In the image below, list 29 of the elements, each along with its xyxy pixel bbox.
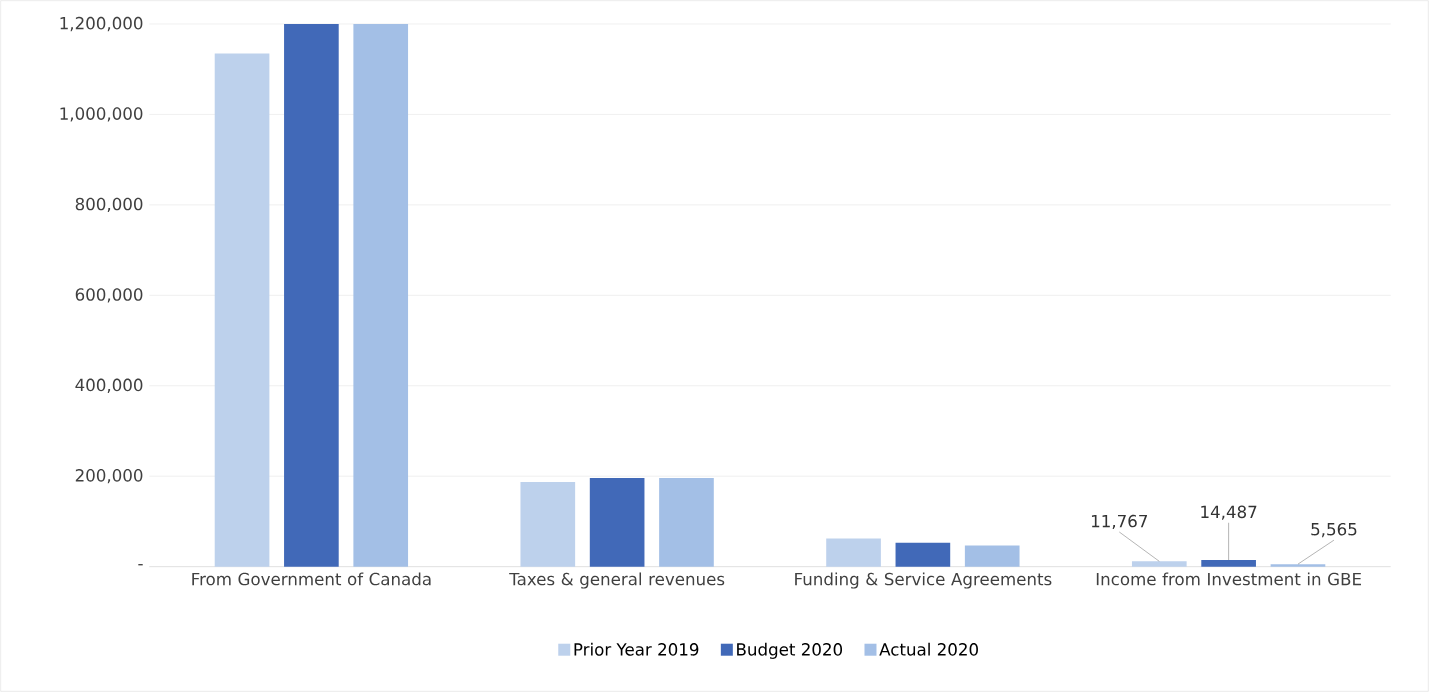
legend-label: Prior Year 2019 [574,642,699,656]
data-label: 11,767 [1091,514,1148,530]
x-tick-label: Income from Investment in GBE [1096,572,1361,586]
y-tick-label: 1,000,000 [60,107,143,122]
bar [520,482,576,567]
x-tick-label: From Government of Canada [192,572,431,586]
bar [589,478,645,567]
y-tick-label: 200,000 [75,469,143,484]
bar [659,478,714,567]
legend-label: Budget 2020 [737,642,843,659]
y-tick-label: - [138,564,143,566]
bar [964,545,1020,567]
x-tick-label: Taxes & general revenues [509,572,725,589]
y-tick-label: 800,000 [75,197,143,213]
bar [895,542,951,567]
data-label: 5,565 [1311,522,1357,538]
bar [214,53,270,567]
bar [284,23,339,567]
y-tick-label: 600,000 [75,288,143,303]
legend-label: Actual 2020 [879,642,978,656]
x-tick-label: Funding & Service Agreements [795,572,1052,589]
y-tick-label: 400,000 [75,378,143,393]
bar [826,538,881,567]
bar [353,23,409,567]
bar [1270,564,1326,567]
y-tick-label: 1,200,000 [60,16,143,32]
data-label: 14,487 [1201,505,1257,520]
bar [1201,560,1256,567]
bar [1131,561,1187,567]
